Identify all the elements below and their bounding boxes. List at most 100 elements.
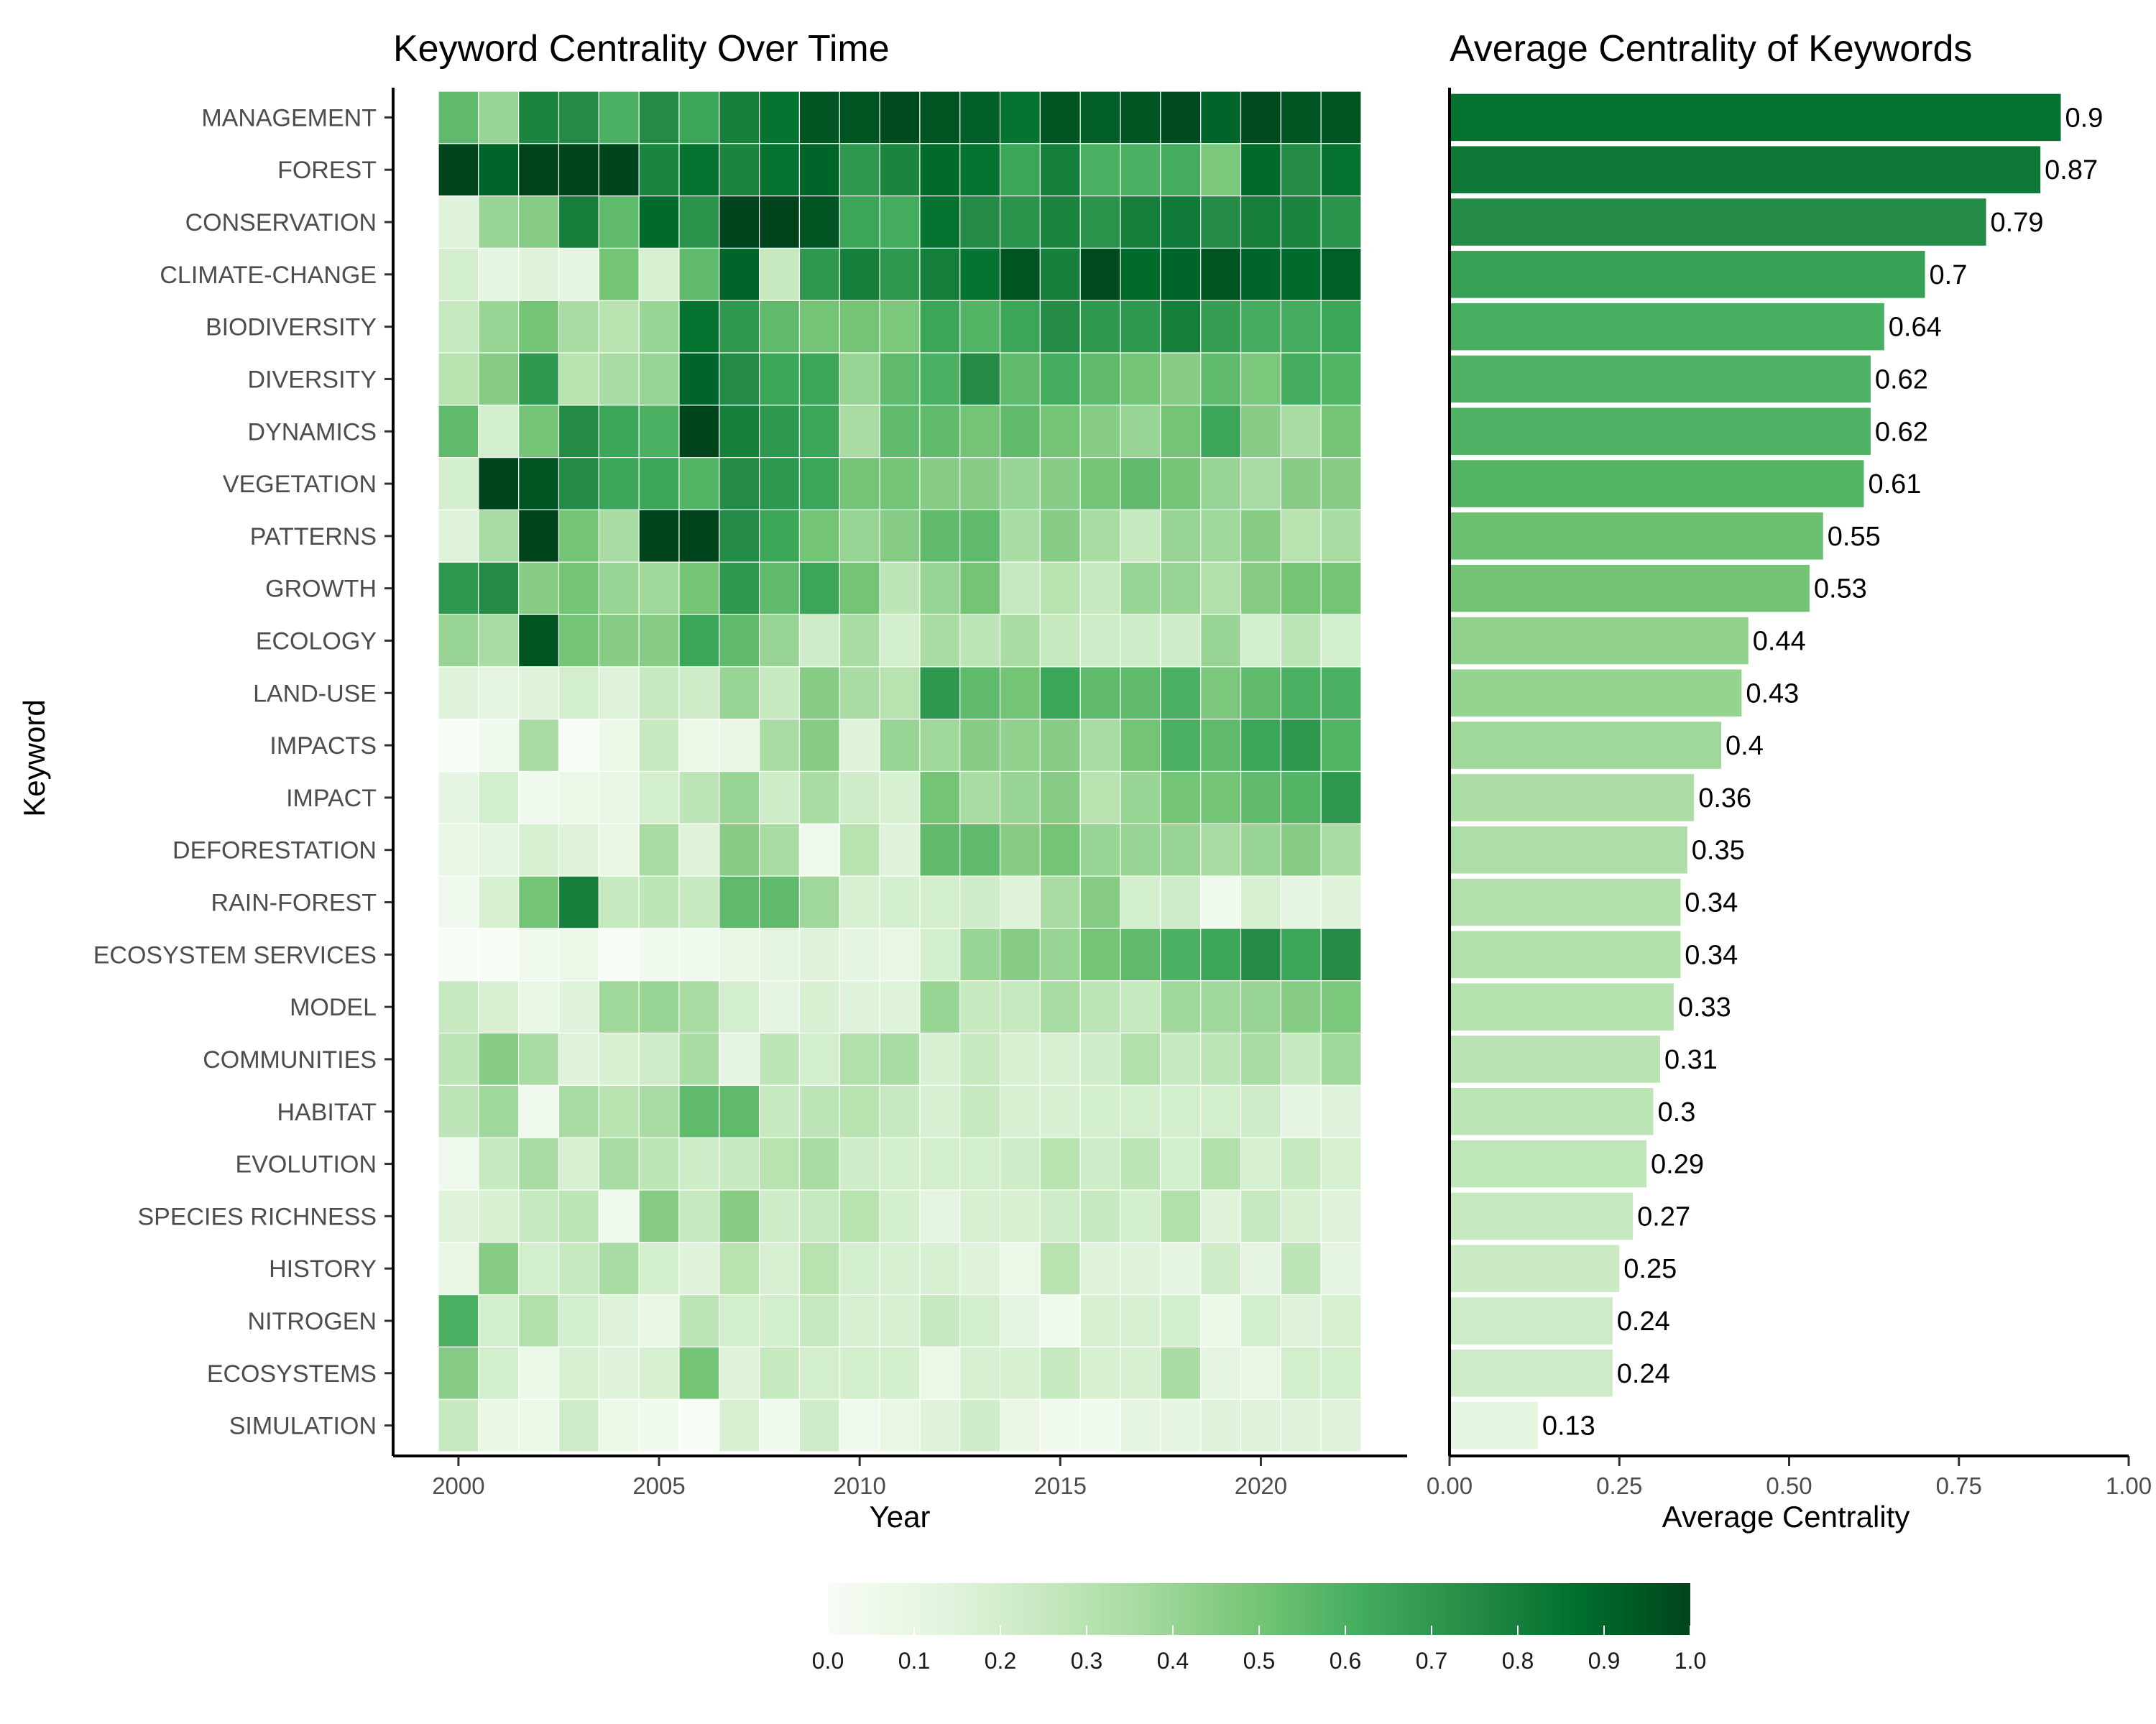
heatmap-cell bbox=[1160, 928, 1202, 982]
heatmap-cell bbox=[919, 770, 961, 824]
heatmap-cell bbox=[798, 91, 840, 144]
bar-value-label: 0.87 bbox=[2045, 155, 2098, 185]
heatmap-cell bbox=[1240, 91, 1281, 144]
heatmap-cell bbox=[1240, 509, 1281, 563]
heatmap-cell bbox=[1160, 614, 1202, 668]
heatmap-cell bbox=[638, 352, 680, 406]
heatmap-cell bbox=[999, 1294, 1041, 1347]
heatmap-cell bbox=[638, 1242, 680, 1296]
heatmap-cell bbox=[518, 719, 560, 773]
heatmap-cell bbox=[1079, 509, 1121, 563]
heatmap-cell bbox=[638, 1398, 680, 1452]
heatmap-cell bbox=[1200, 823, 1242, 877]
heatmap-cell bbox=[719, 666, 760, 720]
heatmap-cell bbox=[1280, 457, 1322, 511]
heatmap-cell bbox=[759, 1346, 801, 1400]
bars: 0.9 0.870.79 0.7 0.64 0.62 0.62 0.61 0.55 0.53 0.… bbox=[1450, 93, 2103, 1449]
heatmap-cell bbox=[719, 1294, 760, 1347]
heatmap-cell bbox=[518, 614, 560, 668]
heatmap-cell bbox=[638, 195, 680, 249]
heatmap-cell bbox=[759, 247, 801, 301]
bar-value-label: 0.44 bbox=[1753, 626, 1806, 656]
heatmap-cell bbox=[478, 1032, 520, 1086]
heatmap-cell bbox=[919, 561, 961, 615]
heatmap-cell bbox=[919, 666, 961, 720]
heatmap-cell bbox=[798, 1294, 840, 1347]
bar-x-tick-label: 0.75 bbox=[1936, 1472, 1982, 1499]
heatmap-cell bbox=[1120, 1032, 1161, 1086]
heatmap-cell bbox=[719, 1242, 760, 1296]
heatmap-cell bbox=[598, 1032, 640, 1086]
heatmap-cell bbox=[959, 457, 1001, 511]
heatmap-cell bbox=[1200, 300, 1242, 354]
heatmap-cell bbox=[1079, 457, 1121, 511]
heatmap-cell bbox=[1160, 666, 1202, 720]
heatmap-cell bbox=[598, 928, 640, 982]
heatmap-cell bbox=[678, 1137, 720, 1191]
bar-value-label: 0.29 bbox=[1651, 1150, 1704, 1180]
heatmap-cell bbox=[1200, 1346, 1242, 1400]
heatmap-cell bbox=[1240, 195, 1281, 249]
heatmap-cell bbox=[798, 457, 840, 511]
heatmap-cell bbox=[678, 1242, 720, 1296]
heatmap-cell bbox=[879, 195, 921, 249]
heatmap-cell bbox=[759, 1137, 801, 1191]
heatmap-cell bbox=[999, 1084, 1041, 1138]
heatmap-cell bbox=[1160, 195, 1202, 249]
heatmap-cell bbox=[839, 561, 880, 615]
heatmap-cell bbox=[879, 1294, 921, 1347]
heatmap-cell bbox=[558, 1084, 599, 1138]
heatmap-cell bbox=[1280, 1032, 1322, 1086]
heatmap-x-tick-label: 2020 bbox=[1235, 1472, 1287, 1499]
heatmap-cell bbox=[1160, 823, 1202, 877]
heatmap-cell bbox=[1320, 509, 1362, 563]
heatmap-x-ticks: 2000 2005 2010 2015 2020 bbox=[432, 1456, 1287, 1499]
heatmap-cell bbox=[1079, 352, 1121, 406]
heatmap-cell bbox=[959, 143, 1001, 197]
heatmap-cell bbox=[879, 823, 921, 877]
heatmap-cell bbox=[1200, 1189, 1242, 1243]
heatmap-cell bbox=[638, 561, 680, 615]
heatmap-cell bbox=[759, 614, 801, 668]
bar-value-label: 0.24 bbox=[1617, 1306, 1670, 1337]
heatmap-cell bbox=[1200, 1032, 1242, 1086]
heatmap-cell bbox=[919, 300, 961, 354]
heatmap-cell bbox=[1160, 300, 1202, 354]
heatmap-cell bbox=[839, 405, 880, 458]
heatmap-cell bbox=[719, 300, 760, 354]
heatmap-cell bbox=[1160, 1294, 1202, 1347]
heatmap-cell bbox=[879, 1398, 921, 1452]
bar-value-label: 0.7 bbox=[1930, 260, 1968, 290]
heatmap-cell bbox=[999, 195, 1041, 249]
heatmap-cell bbox=[719, 1084, 760, 1138]
heatmap-cell bbox=[1240, 1032, 1281, 1086]
heatmap-cell bbox=[1320, 928, 1362, 982]
heatmap-cell bbox=[1280, 875, 1322, 929]
heatmap-cell bbox=[959, 195, 1001, 249]
heatmap-cell bbox=[959, 352, 1001, 406]
heatmap-cell bbox=[959, 980, 1001, 1034]
heatmap-cell bbox=[839, 195, 880, 249]
heatmap-cell bbox=[478, 1137, 520, 1191]
heatmap-cell bbox=[1320, 1189, 1362, 1243]
heatmap-cell bbox=[919, 143, 961, 197]
heatmap-cell bbox=[1079, 561, 1121, 615]
heatmap-cell bbox=[438, 770, 479, 824]
heatmap-cell bbox=[518, 980, 560, 1034]
heatmap-cell bbox=[438, 457, 479, 511]
heatmap-cell bbox=[1320, 614, 1362, 668]
heatmap-cell bbox=[1120, 1137, 1161, 1191]
heatmap-cell bbox=[1200, 352, 1242, 406]
heatmap-cell bbox=[478, 91, 520, 144]
heatmap-cell bbox=[1200, 405, 1242, 458]
heatmap-cell bbox=[719, 143, 760, 197]
heatmap-cell bbox=[999, 770, 1041, 824]
heatmap-cell bbox=[1120, 770, 1161, 824]
heatmap-cell bbox=[478, 247, 520, 301]
bar-value-label: 0.35 bbox=[1692, 836, 1745, 866]
heatmap-cell bbox=[1280, 1398, 1322, 1452]
heatmap-cell bbox=[1039, 457, 1081, 511]
heatmap-cell bbox=[478, 823, 520, 877]
heatmap-cell bbox=[1120, 247, 1161, 301]
